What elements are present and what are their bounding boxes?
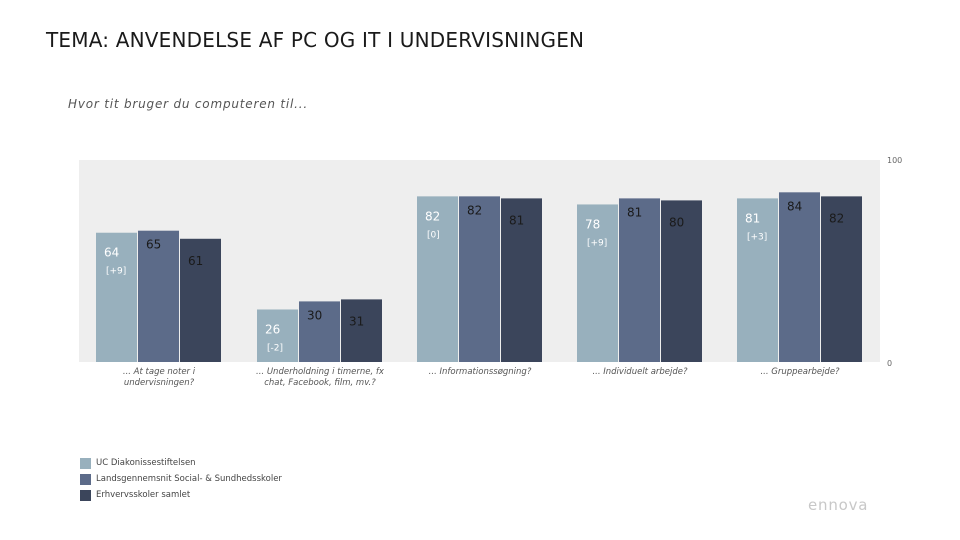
bar xyxy=(459,196,500,362)
bar xyxy=(417,196,458,362)
data-label: 81 xyxy=(509,213,524,227)
bar xyxy=(779,192,820,362)
bar xyxy=(341,299,382,362)
x-tick-label: ... Gruppearbejde? xyxy=(760,367,840,377)
legend-swatch xyxy=(80,473,91,485)
change-label: [0] xyxy=(427,230,440,240)
x-tick-label: ... Underholdning i timerne, fx xyxy=(256,367,385,377)
data-label: 80 xyxy=(669,215,684,229)
data-label: 84 xyxy=(787,199,802,213)
change-label: [+9] xyxy=(587,238,607,248)
data-label: 61 xyxy=(188,254,203,268)
legend-swatch xyxy=(80,457,91,469)
y-axis-max-label: 100 xyxy=(887,156,902,165)
bar xyxy=(737,198,778,362)
data-label: 31 xyxy=(349,314,364,328)
data-label: 78 xyxy=(585,217,600,231)
legend-label: UC Diakonissestiftelsen xyxy=(96,458,196,468)
legend-swatch xyxy=(80,489,91,501)
question-text: Hvor tit bruger du computeren til... xyxy=(68,97,309,111)
bar xyxy=(501,198,542,362)
bar xyxy=(577,204,618,362)
data-label: 82 xyxy=(829,211,844,225)
ennova-logo: ennova xyxy=(808,496,869,514)
legend-label: Landsgennemsnit Social- & Sundhedsskoler xyxy=(96,474,282,484)
x-tick-label: chat, Facebook, film, mv.? xyxy=(264,378,376,388)
bar xyxy=(299,301,340,362)
change-label: [+3] xyxy=(747,232,767,242)
change-label: [+9] xyxy=(106,267,126,277)
bar xyxy=(619,198,660,362)
data-label: 64 xyxy=(104,246,119,260)
x-tick-label: ... Informationssøgning? xyxy=(429,367,532,377)
data-label: 26 xyxy=(265,322,280,336)
bar xyxy=(661,200,702,362)
legend-label: Erhvervsskoler samlet xyxy=(96,490,191,500)
data-label: 81 xyxy=(627,205,642,219)
bar xyxy=(96,232,137,362)
legend-item-landsgennemsnit: Landsgennemsnit Social- & Sundhedsskoler xyxy=(80,471,282,487)
data-label: 65 xyxy=(146,238,161,252)
bar xyxy=(180,238,221,362)
bar xyxy=(138,230,179,362)
data-label: 82 xyxy=(467,203,482,217)
chart-legend: UC Diakonissestiftelsen Landsgennemsnit … xyxy=(80,455,282,503)
legend-item-uc: UC Diakonissestiftelsen xyxy=(80,455,282,471)
bar xyxy=(257,309,298,362)
change-label: [-2] xyxy=(267,343,283,353)
data-label: 30 xyxy=(307,308,322,322)
data-label: 82 xyxy=(425,209,440,223)
bar xyxy=(821,196,862,362)
x-tick-label: ... At tage noter i xyxy=(123,367,196,377)
x-tick-label: undervisningen? xyxy=(124,378,195,388)
x-tick-label: ... Individuelt arbejde? xyxy=(592,367,688,377)
y-axis-min-label: 0 xyxy=(887,359,892,368)
data-label: 81 xyxy=(745,211,760,225)
legend-item-erhvervsskoler: Erhvervsskoler samlet xyxy=(80,487,282,503)
slide-title: TEMA: ANVENDELSE AF PC OG IT I UNDERVISN… xyxy=(46,28,585,52)
